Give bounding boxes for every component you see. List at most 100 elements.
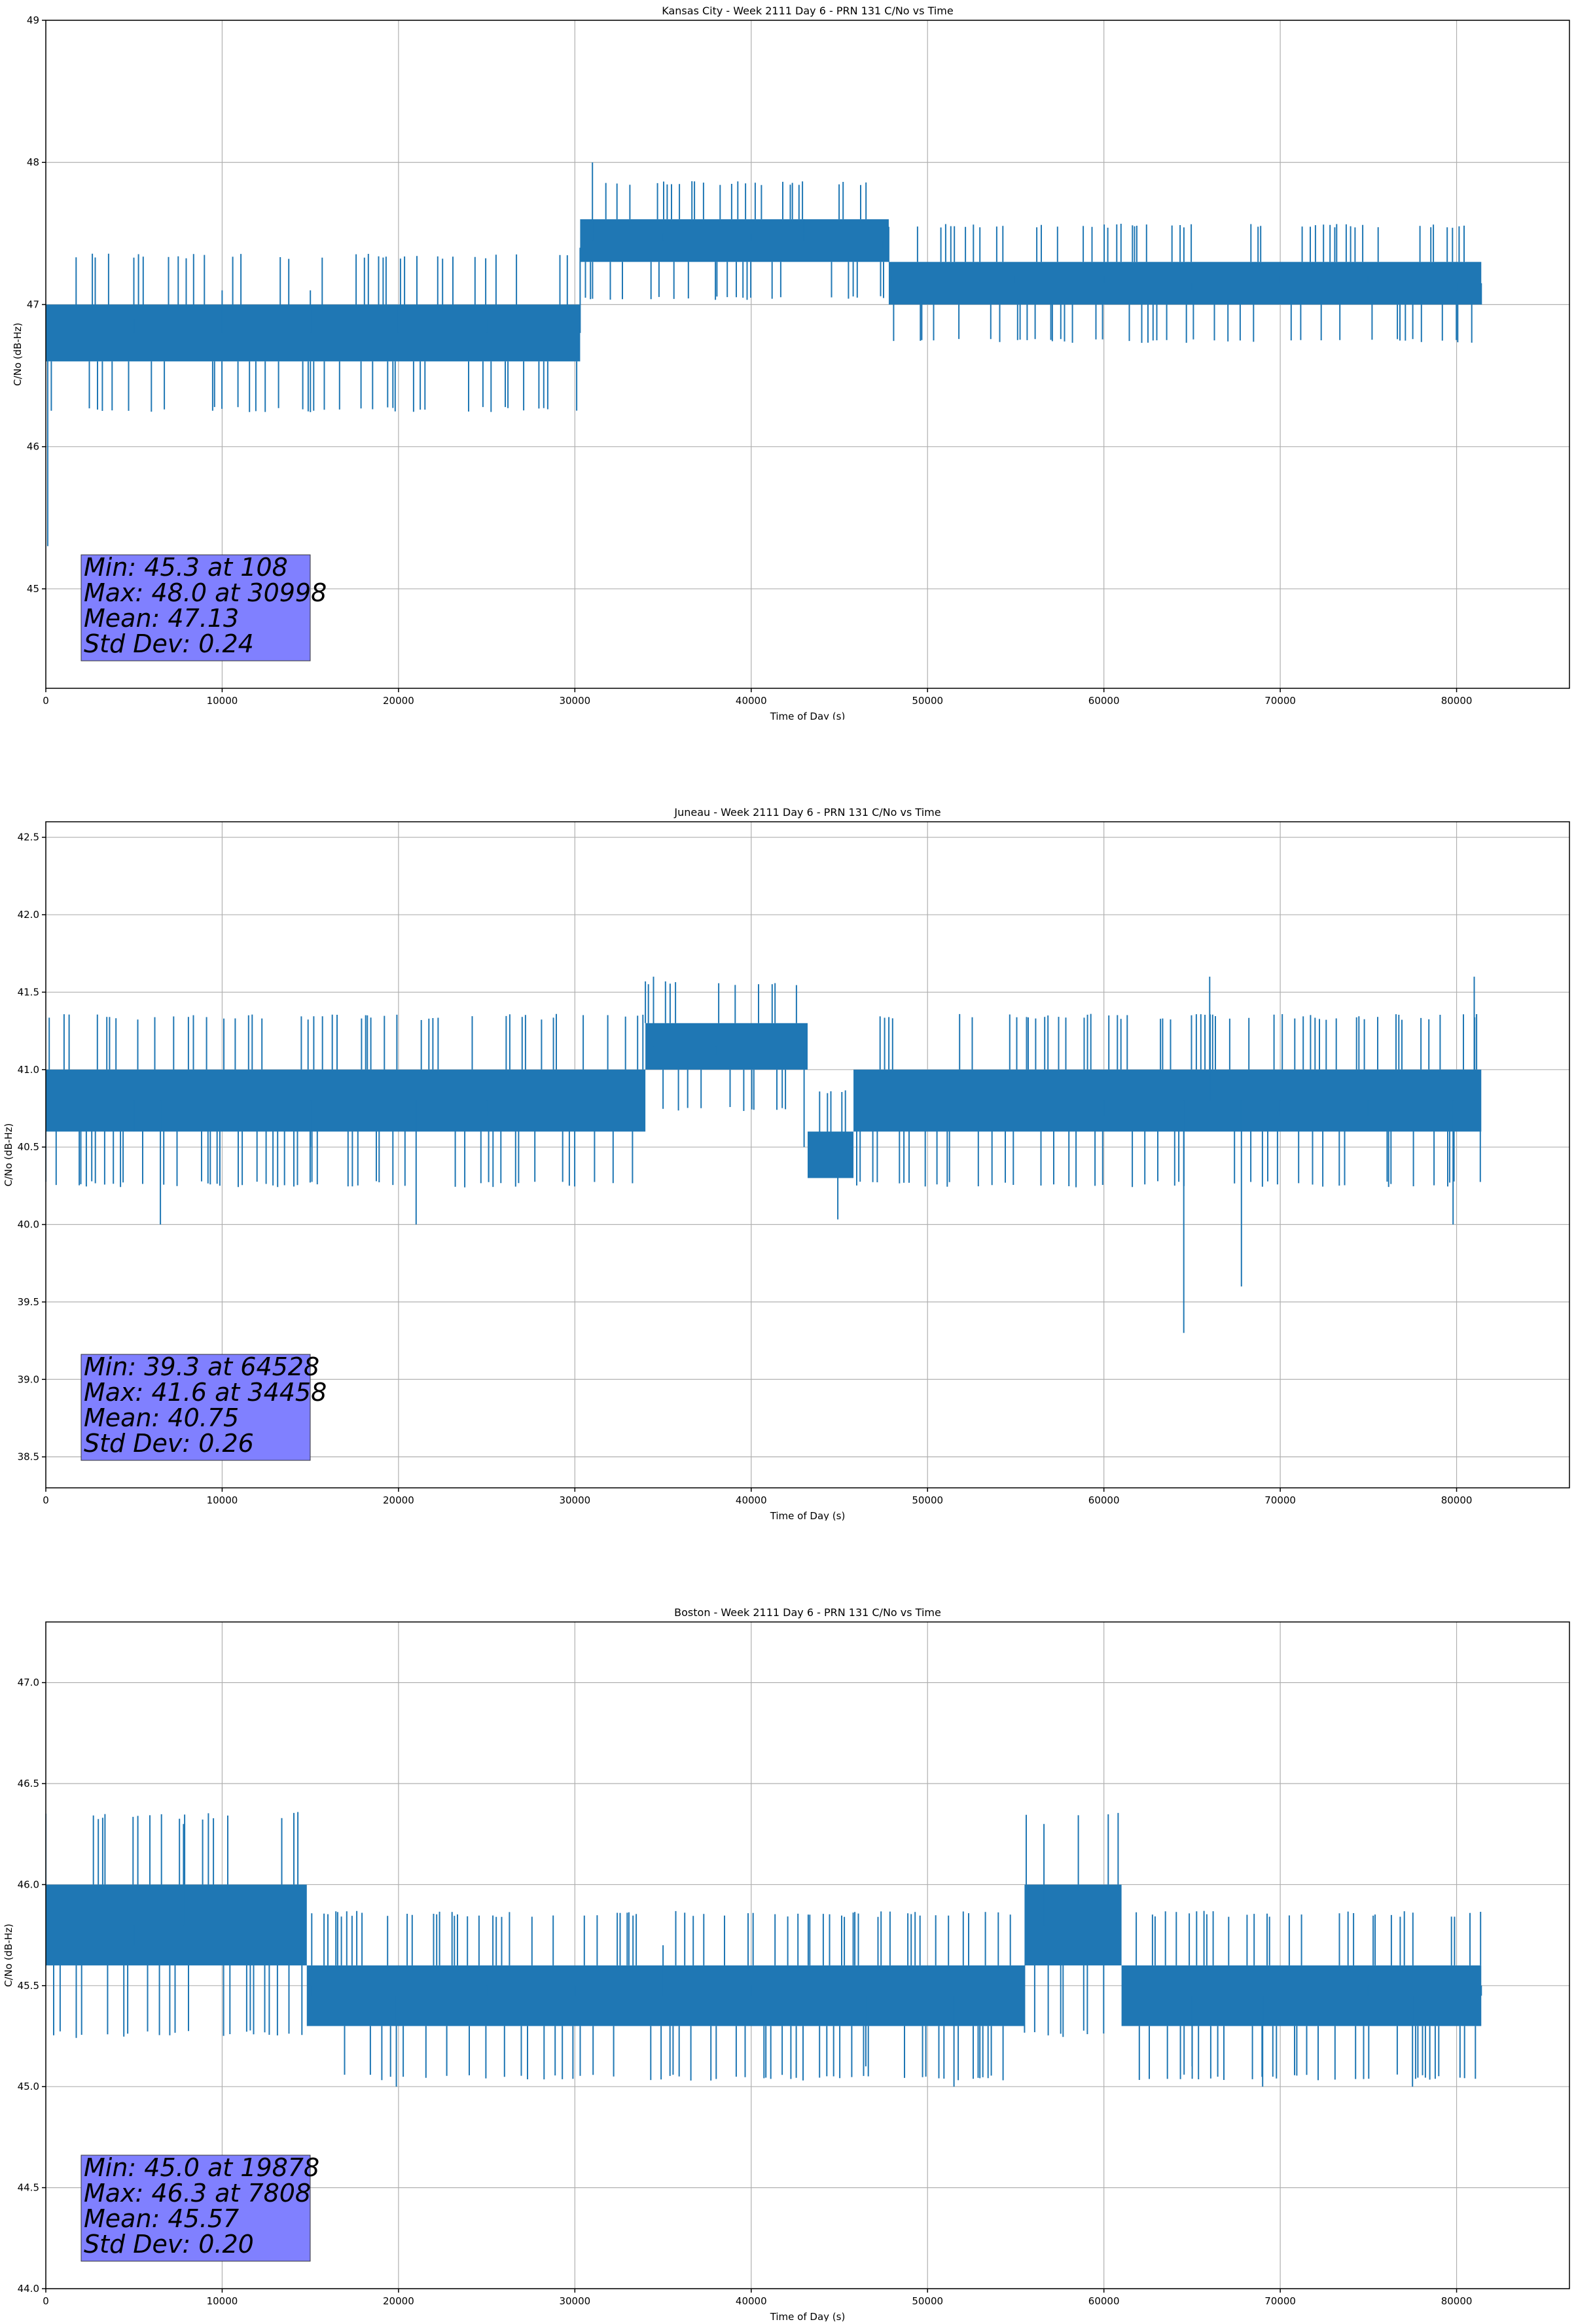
stats-line: Std Dev: 0.20 bbox=[84, 2230, 254, 2259]
signal-flicker bbox=[46, 1812, 303, 2038]
chart-svg-3: Boston - Week 2111 Day 6 - PRN 131 C/No … bbox=[3, 1606, 1570, 2323]
x-tick-label: 40000 bbox=[736, 695, 767, 707]
signal-series-line bbox=[46, 1823, 1482, 2087]
x-tick-label: 50000 bbox=[912, 2295, 943, 2307]
signal-flicker bbox=[46, 1013, 644, 1188]
x-tick-label: 20000 bbox=[383, 695, 414, 707]
y-tick-label: 44.5 bbox=[18, 2182, 39, 2194]
chart-title: Boston - Week 2111 Day 6 - PRN 131 C/No … bbox=[674, 1606, 941, 1619]
signal-flicker bbox=[50, 253, 578, 412]
y-tick-label: 39.0 bbox=[18, 1373, 39, 1385]
signal-flicker bbox=[1136, 1910, 1482, 2081]
signal-band bbox=[888, 262, 1482, 305]
x-tick-label: 80000 bbox=[1441, 1494, 1473, 1506]
x-tick-label: 30000 bbox=[559, 1494, 590, 1506]
stats-line: Min: 45.0 at 19878 bbox=[84, 2153, 319, 2182]
stats-line: Std Dev: 0.24 bbox=[84, 629, 254, 658]
y-tick-label: 41.0 bbox=[18, 1064, 39, 1076]
x-tick-label: 70000 bbox=[1264, 695, 1296, 707]
stats-line: Max: 41.6 at 34458 bbox=[84, 1378, 327, 1407]
y-tick-label: 42.0 bbox=[18, 909, 39, 921]
y-tick-label: 40.0 bbox=[18, 1219, 39, 1231]
x-tick-label: 20000 bbox=[383, 1494, 414, 1506]
stats-line: Mean: 40.75 bbox=[84, 1403, 239, 1432]
y-tick-label: 45 bbox=[27, 583, 39, 595]
y-tick-label: 42.5 bbox=[18, 832, 39, 843]
stats-line: Max: 48.0 at 30998 bbox=[84, 578, 327, 607]
x-tick-label: 50000 bbox=[912, 1494, 943, 1506]
y-tick-label: 46.0 bbox=[18, 1878, 39, 1890]
x-tick-label: 10000 bbox=[207, 1494, 238, 1506]
chart-panel-3: Boston - Week 2111 Day 6 - PRN 131 C/No … bbox=[0, 1602, 1576, 2323]
x-tick-label: 30000 bbox=[559, 695, 590, 707]
y-tick-label: 47.0 bbox=[18, 1677, 39, 1689]
x-tick-label: 10000 bbox=[207, 695, 238, 707]
plot-area bbox=[46, 162, 1482, 546]
x-tick-label: 60000 bbox=[1088, 695, 1120, 707]
chart-svg-1: Kansas City - Week 2111 Day 6 - PRN 131 … bbox=[12, 5, 1570, 722]
y-tick-label: 46.5 bbox=[18, 1778, 39, 1789]
x-axis-label: Time of Day (s) bbox=[770, 1510, 846, 1521]
signal-flicker bbox=[887, 224, 1473, 343]
chart-title: Juneau - Week 2111 Day 6 - PRN 131 C/No … bbox=[673, 806, 940, 819]
signal-flicker bbox=[311, 1910, 1011, 2081]
y-tick-label: 44.0 bbox=[18, 2283, 39, 2295]
signal-band bbox=[306, 1965, 1025, 2026]
x-tick-label: 20000 bbox=[383, 2295, 414, 2307]
x-axis-label: Time of Day (s) bbox=[770, 2311, 846, 2321]
plot-frame bbox=[45, 20, 1570, 689]
signal-band bbox=[1121, 1965, 1482, 2026]
y-tick-label: 40.5 bbox=[18, 1141, 39, 1153]
x-tick-label: 60000 bbox=[1088, 2295, 1120, 2307]
x-tick-label: 70000 bbox=[1264, 1494, 1296, 1506]
y-tick-label: 49 bbox=[27, 14, 39, 26]
x-tick-label: 40000 bbox=[736, 1494, 767, 1506]
stats-line: Mean: 45.57 bbox=[84, 2204, 239, 2233]
y-tick-label: 38.5 bbox=[18, 1451, 39, 1463]
x-tick-label: 80000 bbox=[1441, 2295, 1473, 2307]
chart-panel-2: Juneau - Week 2111 Day 6 - PRN 131 C/No … bbox=[0, 801, 1576, 1522]
stats-line: Max: 46.3 at 7808 bbox=[84, 2179, 311, 2208]
x-tick-label: 30000 bbox=[559, 2295, 590, 2307]
x-tick-label: 0 bbox=[43, 695, 49, 707]
signal-flicker bbox=[1024, 1812, 1119, 2037]
x-tick-label: 60000 bbox=[1088, 1494, 1120, 1506]
signal-band bbox=[853, 1069, 1482, 1132]
x-tick-label: 80000 bbox=[1441, 695, 1473, 707]
y-tick-label: 47 bbox=[27, 298, 39, 310]
signal-flicker bbox=[645, 981, 797, 1111]
y-axis-label: C/No (dB-Hz) bbox=[3, 1924, 14, 1987]
x-tick-label: 10000 bbox=[207, 2295, 238, 2307]
stats-line: Min: 39.3 at 64528 bbox=[84, 1352, 319, 1381]
stats-box bbox=[81, 1354, 311, 1461]
signal-band bbox=[645, 1023, 808, 1070]
x-tick-label: 0 bbox=[43, 1494, 49, 1506]
plot-area bbox=[46, 1812, 1482, 2087]
chart-title: Kansas City - Week 2111 Day 6 - PRN 131 … bbox=[662, 5, 953, 17]
stats-box bbox=[81, 554, 311, 661]
y-axis-label: C/No (dB-Hz) bbox=[3, 1123, 14, 1187]
stats-box bbox=[81, 2155, 311, 2262]
x-tick-label: 0 bbox=[43, 2295, 49, 2307]
stats-line: Min: 45.3 at 108 bbox=[84, 553, 288, 582]
chart-svg-2: Juneau - Week 2111 Day 6 - PRN 131 C/No … bbox=[3, 806, 1570, 1522]
stats-line: Std Dev: 0.26 bbox=[84, 1429, 254, 1458]
x-tick-label: 40000 bbox=[736, 2295, 767, 2307]
chart-panel-1: Kansas City - Week 2111 Day 6 - PRN 131 … bbox=[0, 0, 1576, 722]
signal-band bbox=[46, 1884, 307, 1965]
x-tick-label: 70000 bbox=[1264, 2295, 1296, 2307]
y-tick-label: 48 bbox=[27, 156, 39, 168]
signal-band bbox=[808, 1131, 854, 1178]
signal-band bbox=[1024, 1884, 1122, 1965]
x-tick-label: 50000 bbox=[912, 695, 943, 707]
y-axis-label: C/No (dB-Hz) bbox=[12, 323, 24, 386]
y-tick-label: 46 bbox=[27, 441, 39, 453]
y-tick-label: 39.5 bbox=[18, 1296, 39, 1308]
signal-flicker bbox=[584, 181, 884, 300]
x-axis-label: Time of Day (s) bbox=[770, 711, 846, 720]
signal-band bbox=[46, 304, 581, 362]
stats-line: Mean: 47.13 bbox=[84, 604, 239, 633]
y-tick-label: 45.0 bbox=[18, 2081, 39, 2092]
signal-band bbox=[580, 219, 889, 262]
y-tick-label: 41.5 bbox=[18, 986, 39, 998]
